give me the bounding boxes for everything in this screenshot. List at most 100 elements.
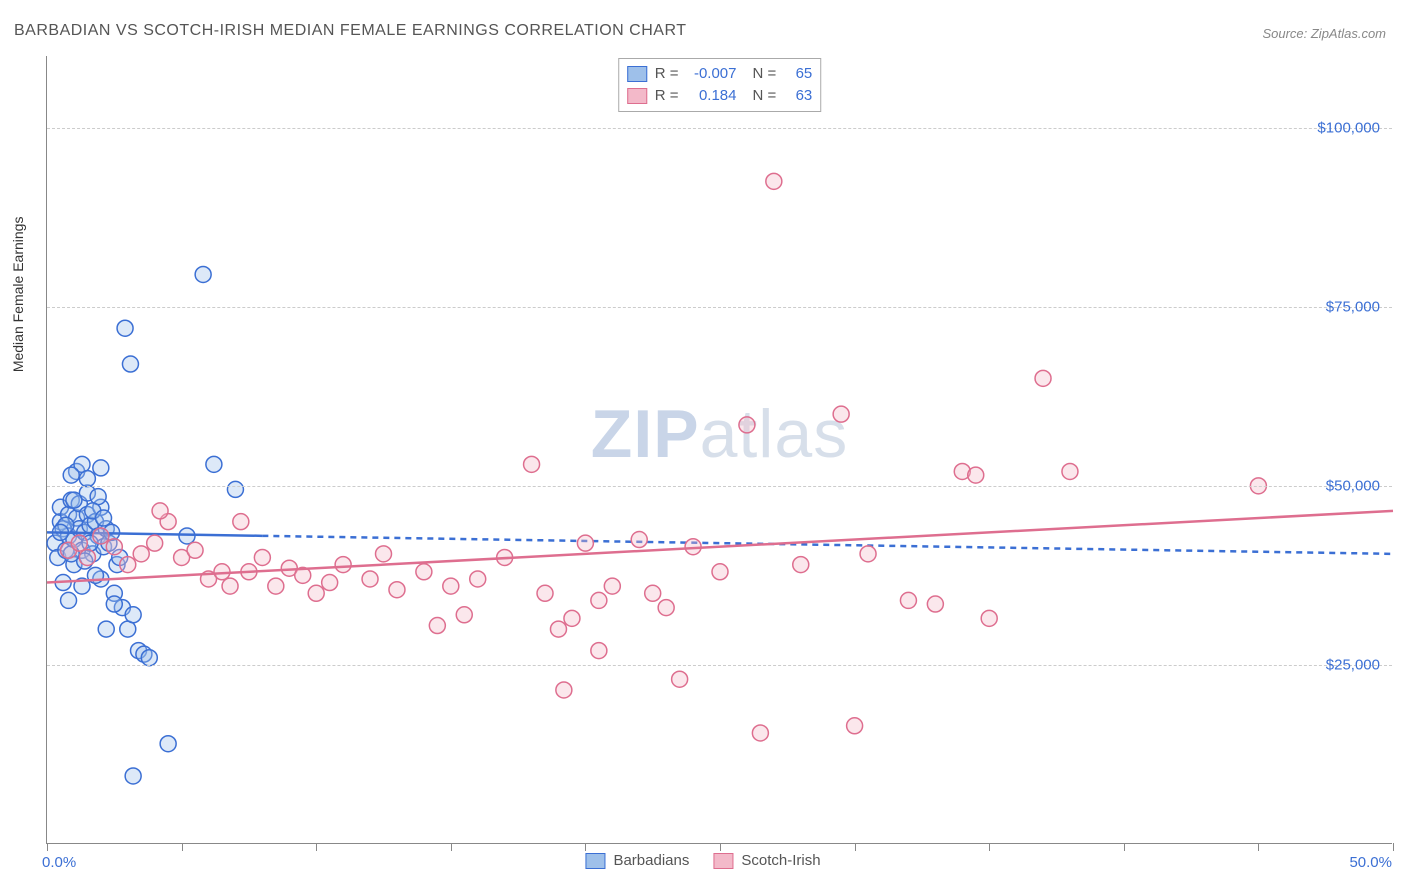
data-point [766, 173, 782, 189]
r-value: 0.184 [687, 85, 737, 107]
data-point [117, 320, 133, 336]
data-point [362, 571, 378, 587]
plot-area: ZIPatlas R =-0.007N =65R =0.184N =63 $25… [46, 56, 1392, 844]
x-tick [989, 843, 990, 851]
data-point [71, 535, 87, 551]
data-point [98, 621, 114, 637]
chart-source: Source: ZipAtlas.com [1262, 26, 1386, 41]
data-point [141, 650, 157, 666]
data-point [160, 736, 176, 752]
x-tick [1124, 843, 1125, 851]
data-point [443, 578, 459, 594]
scatter-chart [47, 56, 1392, 843]
gridline [47, 307, 1392, 308]
data-point [61, 592, 77, 608]
data-point [93, 460, 109, 476]
chart-title: BARBADIAN VS SCOTCH-IRISH MEDIAN FEMALE … [14, 22, 687, 40]
data-point [752, 725, 768, 741]
stats-legend: R =-0.007N =65R =0.184N =63 [618, 58, 822, 112]
data-point [577, 535, 593, 551]
data-point [308, 585, 324, 601]
data-point [739, 417, 755, 433]
y-tick-label: $75,000 [1326, 298, 1380, 315]
n-value: 63 [784, 85, 812, 107]
x-axis-min-label: 0.0% [42, 854, 76, 871]
data-point [524, 456, 540, 472]
data-point [335, 557, 351, 573]
data-point [152, 503, 168, 519]
x-tick [585, 843, 586, 851]
data-point [1062, 463, 1078, 479]
data-point [1035, 370, 1051, 386]
data-point [106, 539, 122, 555]
gridline [47, 128, 1392, 129]
data-point [658, 600, 674, 616]
data-point [79, 471, 95, 487]
data-point [456, 607, 472, 623]
data-point [631, 532, 647, 548]
data-point [968, 467, 984, 483]
y-tick-label: $50,000 [1326, 477, 1380, 494]
stats-row: R =0.184N =63 [627, 85, 813, 107]
x-axis-max-label: 50.0% [1349, 854, 1392, 871]
data-point [847, 718, 863, 734]
data-point [125, 768, 141, 784]
data-point [125, 607, 141, 623]
data-point [793, 557, 809, 573]
n-label: N = [753, 85, 777, 107]
data-point [268, 578, 284, 594]
r-value: -0.007 [687, 63, 737, 85]
gridline [47, 486, 1392, 487]
gridline [47, 665, 1392, 666]
stats-row: R =-0.007N =65 [627, 63, 813, 85]
data-point [564, 610, 580, 626]
data-point [233, 514, 249, 530]
data-point [79, 549, 95, 565]
data-point [106, 596, 122, 612]
x-tick [855, 843, 856, 851]
x-tick [47, 843, 48, 851]
data-point [591, 643, 607, 659]
data-point [227, 481, 243, 497]
data-point [591, 592, 607, 608]
data-point [376, 546, 392, 562]
data-point [556, 682, 572, 698]
x-tick [1393, 843, 1394, 851]
legend-swatch [585, 853, 605, 869]
data-point [672, 671, 688, 687]
data-point [416, 564, 432, 580]
data-point [645, 585, 661, 601]
data-point [712, 564, 728, 580]
data-point [133, 546, 149, 562]
x-tick [182, 843, 183, 851]
x-tick [316, 843, 317, 851]
series-name: Scotch-Irish [741, 852, 820, 869]
data-point [429, 618, 445, 634]
data-point [470, 571, 486, 587]
data-point [833, 406, 849, 422]
data-point [222, 578, 238, 594]
data-point [195, 266, 211, 282]
legend-swatch [713, 853, 733, 869]
data-point [147, 535, 163, 551]
data-point [93, 528, 109, 544]
y-tick-label: $25,000 [1326, 656, 1380, 673]
x-tick [1258, 843, 1259, 851]
r-label: R = [655, 63, 679, 85]
data-point [927, 596, 943, 612]
y-axis-label: Median Female Earnings [10, 217, 26, 373]
data-point [179, 528, 195, 544]
data-point [322, 575, 338, 591]
series-name: Barbadians [613, 852, 689, 869]
trend-line-dashed [262, 536, 1393, 554]
legend-item: Scotch-Irish [713, 852, 820, 869]
data-point [900, 592, 916, 608]
y-tick-label: $100,000 [1317, 119, 1380, 136]
data-point [66, 492, 82, 508]
legend-swatch [627, 88, 647, 104]
x-tick [720, 843, 721, 851]
data-point [187, 542, 203, 558]
data-point [604, 578, 620, 594]
n-value: 65 [784, 63, 812, 85]
data-point [550, 621, 566, 637]
